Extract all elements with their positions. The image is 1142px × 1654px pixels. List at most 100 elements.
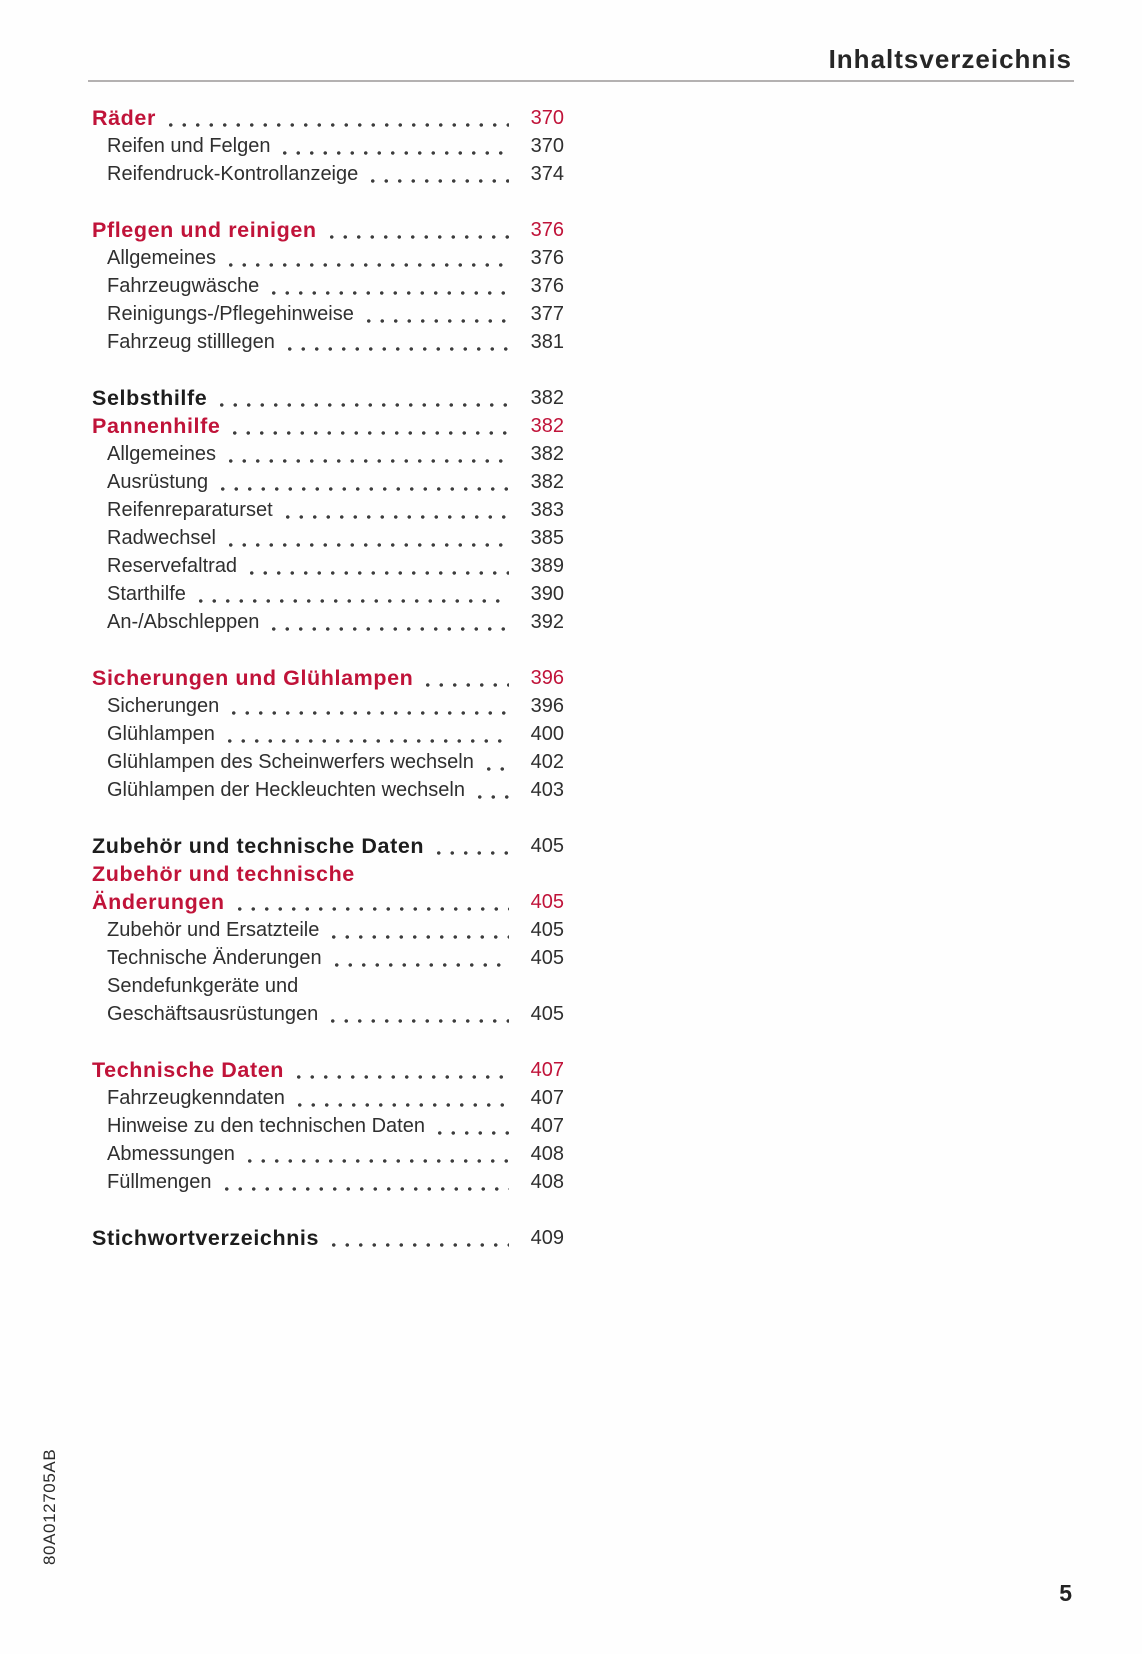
toc-entry: Zubehör und Ersatzteile 405	[92, 916, 564, 944]
toc-entry-page: 403	[530, 779, 564, 801]
toc-entry: Sicherungen 396	[92, 692, 564, 720]
toc-entry-label: Ausrüstung	[107, 471, 209, 493]
toc-entry: Reifendruck-Kontrollanzeige 374	[92, 160, 564, 188]
toc-entry: Sicherungen und Glühlampen 396	[92, 664, 564, 692]
toc-entry-label: Reifendruck-Kontrollanzeige	[107, 163, 359, 185]
toc-entry: Selbsthilfe 382	[92, 384, 564, 412]
dot-leader	[329, 944, 509, 972]
toc-entry-label: Selbsthilfe	[92, 386, 208, 410]
toc-section: Räder 370 Reifen und Felgen 370 Reifendruck-…	[92, 104, 564, 188]
toc-entry: Allgemeines 382	[92, 440, 564, 468]
toc-entry-label: Fahrzeugkenndaten	[107, 1087, 285, 1109]
toc-entry-label: Zubehör und technische Daten	[92, 834, 425, 858]
dot-leader	[193, 580, 509, 608]
toc-entry: Hinweise zu den technischen Daten 407	[92, 1112, 564, 1140]
toc-entry-page: 402	[530, 751, 564, 773]
dot-leader	[245, 552, 509, 580]
toc-entry-label: Füllmengen	[107, 1171, 212, 1193]
toc-entry-page: 383	[530, 499, 564, 521]
toc-entry-page: 392	[530, 611, 564, 633]
toc-entry-page: 382	[530, 387, 564, 409]
toc-section: Sicherungen und Glühlampen 396 Sicherungen…	[92, 664, 564, 804]
toc-entry: Änderungen 405	[92, 888, 564, 916]
toc-entry-label: Sicherungen	[107, 695, 220, 717]
toc-entry-label: Pannenhilfe	[92, 414, 221, 438]
toc-entry-label: Technische Daten	[92, 1058, 285, 1082]
toc-entry: Technische Änderungen 405	[92, 944, 564, 972]
dot-leader	[232, 888, 509, 916]
toc-entry: Glühlampen 400	[92, 720, 564, 748]
dot-leader	[216, 468, 509, 496]
toc-entry: Reifenreparaturset 383	[92, 496, 564, 524]
toc-entry-label: Reinigungs-/Pflegehinweise	[107, 303, 354, 325]
toc-entry-label: Stichwortverzeichnis	[92, 1226, 320, 1250]
toc-entry-page: 382	[530, 443, 564, 465]
toc-entry: Radwechsel 385	[92, 524, 564, 552]
toc-entry-page: 390	[530, 583, 564, 605]
dot-leader	[280, 496, 509, 524]
toc-entry-page: 405	[530, 947, 564, 969]
toc-entry-label: Räder	[92, 106, 156, 130]
toc-entry-page: 396	[530, 667, 564, 689]
toc-entry-page: 370	[530, 107, 564, 129]
toc-entry-page: 385	[530, 527, 564, 549]
toc-entry-page: 382	[530, 471, 564, 493]
toc-entry-page: 405	[530, 1003, 564, 1025]
toc-entry-page: 381	[530, 331, 564, 353]
toc-entry: Allgemeines 376	[92, 244, 564, 272]
toc-section: Stichwortverzeichnis 409	[92, 1224, 564, 1252]
toc-section: Technische Daten 407 Fahrzeugkenndaten 407 H…	[92, 1056, 564, 1196]
dot-leader	[432, 832, 509, 860]
dot-leader	[326, 1000, 509, 1028]
toc-entry: Geschäftsausrüstungen 405	[92, 1000, 564, 1028]
toc-entry: Reservefaltrad 389	[92, 552, 564, 580]
toc-entry: Starthilfe 390	[92, 580, 564, 608]
toc-entry: Räder 370	[92, 104, 564, 132]
toc-section: Zubehör und technische Daten 405 Zubehör u…	[92, 832, 564, 1028]
toc-entry-page: 408	[530, 1143, 564, 1165]
dot-leader	[223, 244, 509, 272]
toc-entry-page: 408	[530, 1171, 564, 1193]
dot-leader	[481, 748, 509, 776]
toc-entry: Fahrzeugwäsche 376	[92, 272, 564, 300]
toc-entry-label: Reservefaltrad	[107, 555, 238, 577]
toc-entry-label: Sendefunkgeräte und	[107, 975, 299, 997]
toc-entry: Fahrzeug stilllegen 381	[92, 328, 564, 356]
toc-entry-label: Radwechsel	[107, 527, 216, 549]
dot-leader	[432, 1112, 509, 1140]
dot-leader	[163, 104, 509, 132]
toc-entry-label: Allgemeines	[107, 247, 216, 269]
toc-entry-page: 400	[530, 723, 564, 745]
toc-entry-page: 405	[530, 835, 564, 857]
page-header-title: Inhaltsverzeichnis	[828, 44, 1072, 74]
dot-leader	[223, 440, 509, 468]
dot-leader	[219, 1168, 509, 1196]
toc-entry-label: Hinweise zu den technischen Daten	[107, 1115, 425, 1137]
dot-leader	[324, 216, 509, 244]
toc-entry: Stichwortverzeichnis 409	[92, 1224, 564, 1252]
toc-entry-label: Änderungen	[92, 890, 225, 914]
toc-entry: Sendefunkgeräte und	[92, 972, 564, 1000]
toc-entry-page: 370	[530, 135, 564, 157]
toc-entry-label: Allgemeines	[107, 443, 216, 465]
dot-leader	[366, 160, 509, 188]
toc-entry: Fahrzeugkenndaten 407	[92, 1084, 564, 1112]
toc-entry: Füllmengen 408	[92, 1168, 564, 1196]
toc-entry-page: 376	[530, 219, 564, 241]
header-rule	[88, 80, 1074, 82]
toc-entry-label: An-/Abschleppen	[107, 611, 260, 633]
toc-entry: Glühlampen des Scheinwerfers wechseln 402	[92, 748, 564, 776]
toc-entry-label: Abmessungen	[107, 1143, 235, 1165]
toc-entry: Glühlampen der Heckleuchten wechseln 403	[92, 776, 564, 804]
dot-leader	[327, 916, 509, 944]
toc-entry-page: 376	[530, 247, 564, 269]
toc-entry-label: Glühlampen des Scheinwerfers wechseln	[107, 751, 474, 773]
toc-entry: Pannenhilfe 382	[92, 412, 564, 440]
toc-entry: Pflegen und reinigen 376	[92, 216, 564, 244]
toc-entry: Technische Daten 407	[92, 1056, 564, 1084]
toc-entry-label: Sicherungen und Glühlampen	[92, 666, 414, 690]
toc-entry-page: 374	[530, 163, 564, 185]
dot-leader	[222, 720, 509, 748]
dot-leader	[361, 300, 509, 328]
